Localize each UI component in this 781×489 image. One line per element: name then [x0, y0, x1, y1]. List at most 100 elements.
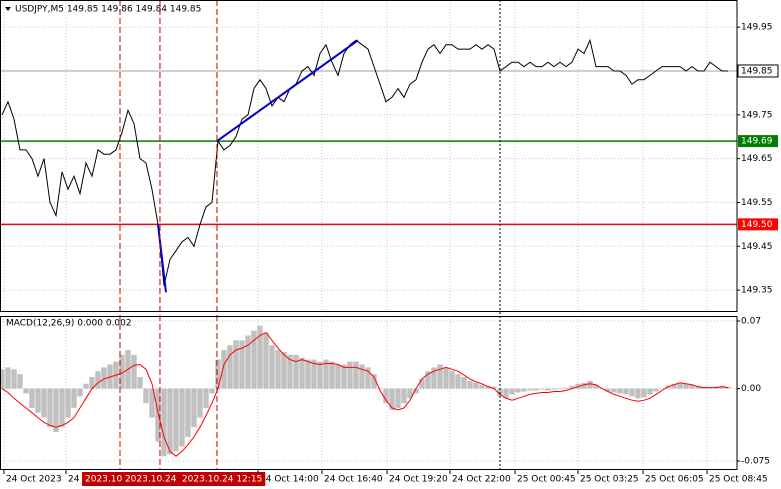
x-tick-label: 24 Oct 2023 [6, 475, 62, 485]
histogram-bar [389, 388, 395, 410]
histogram-bar [371, 374, 377, 389]
histogram-bar [71, 388, 77, 408]
trend-line [216, 39, 359, 142]
level-box [738, 135, 778, 148]
histogram-bar [305, 359, 311, 389]
histogram-bar [77, 388, 83, 397]
histogram-bar [455, 374, 461, 389]
histogram-bar [353, 361, 359, 389]
y-tick-label: 149.95 [741, 23, 773, 33]
histogram-bar [275, 349, 281, 389]
histogram-bar [161, 388, 167, 457]
histogram-bar [641, 388, 647, 398]
histogram-bar [197, 388, 203, 418]
x-tick-label: 25 Oct 00:45 [517, 475, 576, 485]
histogram-bar [245, 335, 251, 389]
histogram-bar [671, 383, 677, 389]
histogram-bar [365, 367, 371, 389]
indicator-title: MACD(12,26,9) 0.000 0.002 [6, 319, 132, 329]
x-tick-label: 24 Oct 14:00 [260, 475, 319, 485]
histogram-bar [317, 361, 323, 389]
time-label: 2023.10. [85, 475, 125, 485]
histogram-bar [65, 388, 71, 418]
x-tick-label: 24 Oct 22:00 [452, 475, 511, 485]
histogram-bar [137, 377, 143, 389]
histogram-bar [287, 354, 293, 389]
panel-frame [0, 316, 738, 470]
histogram-bar [635, 388, 641, 399]
histogram-bar [89, 377, 95, 389]
histogram-bar [41, 388, 47, 418]
level-box [738, 218, 778, 231]
y-tick-label: 149.65 [741, 154, 773, 164]
bid-box [737, 64, 779, 78]
histogram-bar [527, 388, 533, 391]
histogram-bar [269, 345, 275, 389]
x-tick-label: 24 Oct 16:40 [324, 475, 383, 485]
histogram-bar [119, 354, 125, 389]
histogram-bar [149, 388, 155, 418]
histogram-bar [461, 377, 467, 389]
histogram-bar [539, 388, 545, 390]
panel-frame [0, 0, 738, 312]
histogram-bar [251, 330, 257, 389]
histogram-bar [563, 387, 569, 389]
histogram-bar [347, 361, 353, 389]
y-tick-label: 149.75 [741, 110, 773, 120]
y-tick-label: 0.00 [741, 384, 761, 394]
time-label-box [178, 472, 266, 486]
histogram-bar [131, 354, 137, 389]
time-label: 2023.10.24 0 [125, 475, 185, 485]
histogram-bar [407, 388, 413, 399]
y-tick-label: 0.07 [741, 317, 761, 327]
histogram-bar [341, 364, 347, 389]
x-tick-label: 24 Oct 19:20 [389, 475, 448, 485]
histogram-bar [569, 385, 575, 389]
histogram-bar [167, 388, 173, 455]
time-label: 2023.10.24 12:15 [182, 475, 262, 485]
histogram-bar [299, 357, 305, 389]
histogram-bar [689, 384, 695, 389]
histogram-bar [437, 364, 443, 389]
time-label-box [82, 472, 129, 486]
histogram-bar [209, 388, 215, 394]
histogram-bar [611, 388, 617, 393]
histogram-bar [215, 359, 221, 389]
x-tick-label: 24 [68, 475, 80, 485]
histogram-bar [179, 388, 185, 447]
histogram-bar [629, 388, 635, 397]
histogram-bar [281, 351, 287, 389]
histogram-bar [581, 382, 587, 389]
histogram-bar [263, 332, 269, 389]
histogram-bar [395, 388, 401, 408]
histogram-bar [653, 388, 659, 392]
histogram-bar [29, 388, 35, 408]
histogram-bar [191, 388, 197, 428]
x-tick-label: 25 Oct 03:25 [580, 475, 639, 485]
histogram-bar [725, 386, 731, 389]
x-tick-label: 25 Oct 08:45 [709, 475, 768, 485]
histogram-bar [479, 384, 485, 389]
histogram-bar [473, 382, 479, 389]
histogram-bar [323, 359, 329, 389]
histogram-bar [311, 359, 317, 389]
histogram-bar [53, 388, 59, 433]
histogram-bar [419, 378, 425, 389]
histogram-bar [173, 388, 179, 452]
histogram-bar [5, 367, 11, 389]
histogram-bar [239, 340, 245, 389]
histogram-bar [359, 364, 365, 389]
histogram-bar [35, 388, 41, 413]
y-tick-label: 149.45 [741, 242, 773, 252]
histogram-bar [425, 371, 431, 389]
histogram-bar [293, 354, 299, 389]
histogram-bar [83, 383, 89, 389]
histogram-bar [185, 388, 191, 437]
histogram-bar [11, 369, 17, 389]
histogram-bar [95, 371, 101, 389]
price-line [1, 38, 728, 286]
chart-title: USDJPY,M5 149.85 149.86 149.84 149.85 [15, 5, 201, 15]
histogram-bar [377, 388, 383, 390]
histogram-bar [509, 388, 515, 395]
